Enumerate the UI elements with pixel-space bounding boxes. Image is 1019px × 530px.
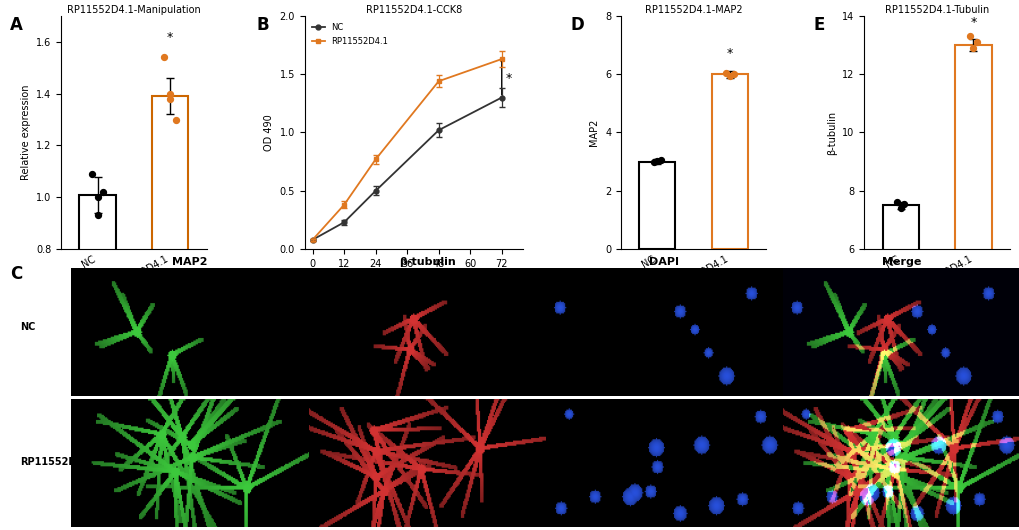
Point	[892, 204, 908, 213]
Point	[645, 158, 661, 166]
NC	[369, 188, 381, 194]
Point	[84, 170, 100, 178]
Point	[90, 193, 106, 201]
Point	[168, 116, 184, 124]
RP11552D4.1	[369, 156, 381, 163]
RP11552D4.1	[306, 236, 318, 243]
Text: *: *	[505, 72, 512, 85]
Text: RP11552D4.1: RP11552D4.1	[20, 457, 94, 467]
Title: Merge: Merge	[880, 257, 920, 267]
NC	[337, 219, 350, 225]
Point	[162, 94, 178, 103]
Text: *: *	[727, 47, 733, 60]
Title: β-tubulin: β-tubulin	[398, 257, 455, 267]
Legend: NC, RP11552D4.1: NC, RP11552D4.1	[309, 20, 391, 49]
Text: A: A	[10, 16, 23, 34]
Line: RP11552D4.1: RP11552D4.1	[310, 57, 503, 242]
Point	[90, 211, 106, 219]
Point	[648, 157, 664, 165]
NC	[306, 236, 318, 243]
Text: B: B	[257, 16, 269, 34]
Y-axis label: β-tubulin: β-tubulin	[826, 110, 836, 155]
Bar	[152, 96, 189, 456]
RP11552D4.1	[495, 56, 507, 62]
NC	[495, 94, 507, 101]
Point	[721, 72, 738, 80]
Line: NC: NC	[310, 95, 503, 242]
Point	[968, 38, 984, 47]
Text: *: *	[167, 31, 173, 45]
Text: NC: NC	[20, 322, 36, 332]
Title: RP11552D4.1-MAP2: RP11552D4.1-MAP2	[644, 5, 742, 15]
Bar	[711, 74, 747, 249]
Point	[156, 53, 172, 61]
Point	[889, 198, 905, 207]
Bar	[639, 162, 675, 249]
Bar	[881, 205, 918, 424]
Text: D: D	[570, 16, 583, 34]
X-axis label: Hours: Hours	[399, 275, 428, 285]
Point	[896, 200, 912, 208]
Point	[717, 68, 734, 77]
Bar	[79, 195, 115, 456]
Y-axis label: OD 490: OD 490	[264, 114, 274, 151]
RP11552D4.1	[432, 78, 444, 84]
Text: E: E	[813, 16, 824, 34]
Y-axis label: MAP2: MAP2	[589, 119, 599, 146]
Y-axis label: Relative expression: Relative expression	[20, 85, 31, 180]
Title: RP11552D4.1-CCK8: RP11552D4.1-CCK8	[365, 5, 462, 15]
Point	[95, 188, 111, 196]
Title: MAP2: MAP2	[172, 257, 208, 267]
Title: RP11552D4.1-Manipulation: RP11552D4.1-Manipulation	[67, 5, 201, 15]
Point	[725, 69, 741, 78]
NC	[432, 127, 444, 134]
Point	[162, 90, 178, 98]
Title: RP11552D4.1-Tubulin: RP11552D4.1-Tubulin	[884, 5, 988, 15]
Text: *: *	[969, 16, 975, 29]
Title: DAPI: DAPI	[649, 257, 679, 267]
Point	[652, 156, 668, 164]
Text: C: C	[10, 265, 22, 283]
Bar	[955, 45, 990, 424]
RP11552D4.1	[337, 201, 350, 208]
Point	[961, 32, 977, 40]
Point	[964, 43, 980, 52]
